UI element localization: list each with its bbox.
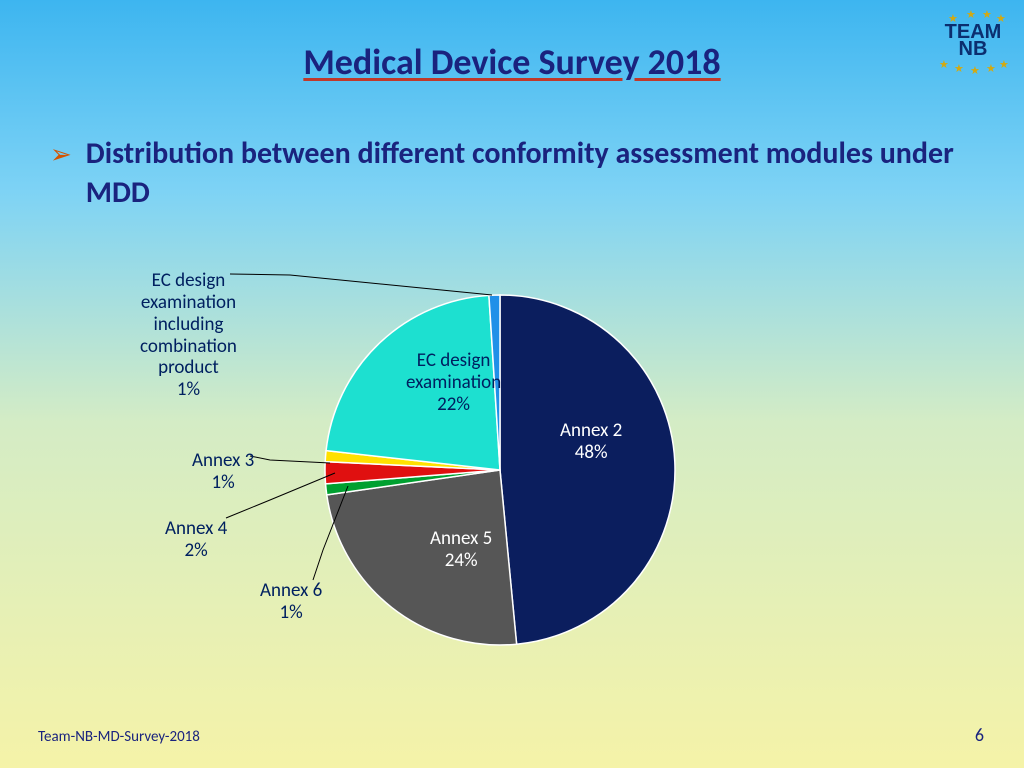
slice-label: Annex 248% — [560, 420, 622, 464]
slice-label: Annex 31% — [192, 450, 254, 494]
footer-text: Team-NB-MD-Survey-2018 — [38, 728, 200, 746]
pie-slice — [500, 295, 675, 644]
pie-wrap — [320, 290, 680, 650]
leader-line — [250, 456, 330, 463]
slide-title: Medical Device Survey 2018 — [0, 0, 1024, 84]
slice-label: Annex 61% — [260, 580, 322, 624]
logo-line2: NB — [959, 38, 988, 60]
bullet-text: Distribution between different conformit… — [86, 134, 974, 212]
slice-label: Annex 42% — [165, 518, 227, 562]
slice-label: EC designexaminationincludingcombination… — [140, 270, 237, 401]
pie-chart: Annex 248% Annex 524% Annex 61% Annex 42% An… — [60, 270, 700, 680]
slice-label: Annex 524% — [430, 528, 492, 572]
slice-label: EC designexamination22% — [406, 350, 501, 416]
page-number: 6 — [975, 724, 984, 746]
bullet-arrow-icon: ➢ — [50, 138, 72, 170]
team-nb-logo: TEAM NB ★ ★ ★ ★ ★ ★ ★ ★ ★ — [936, 10, 1010, 76]
bullet-section: ➢ Distribution between different conform… — [50, 134, 974, 212]
